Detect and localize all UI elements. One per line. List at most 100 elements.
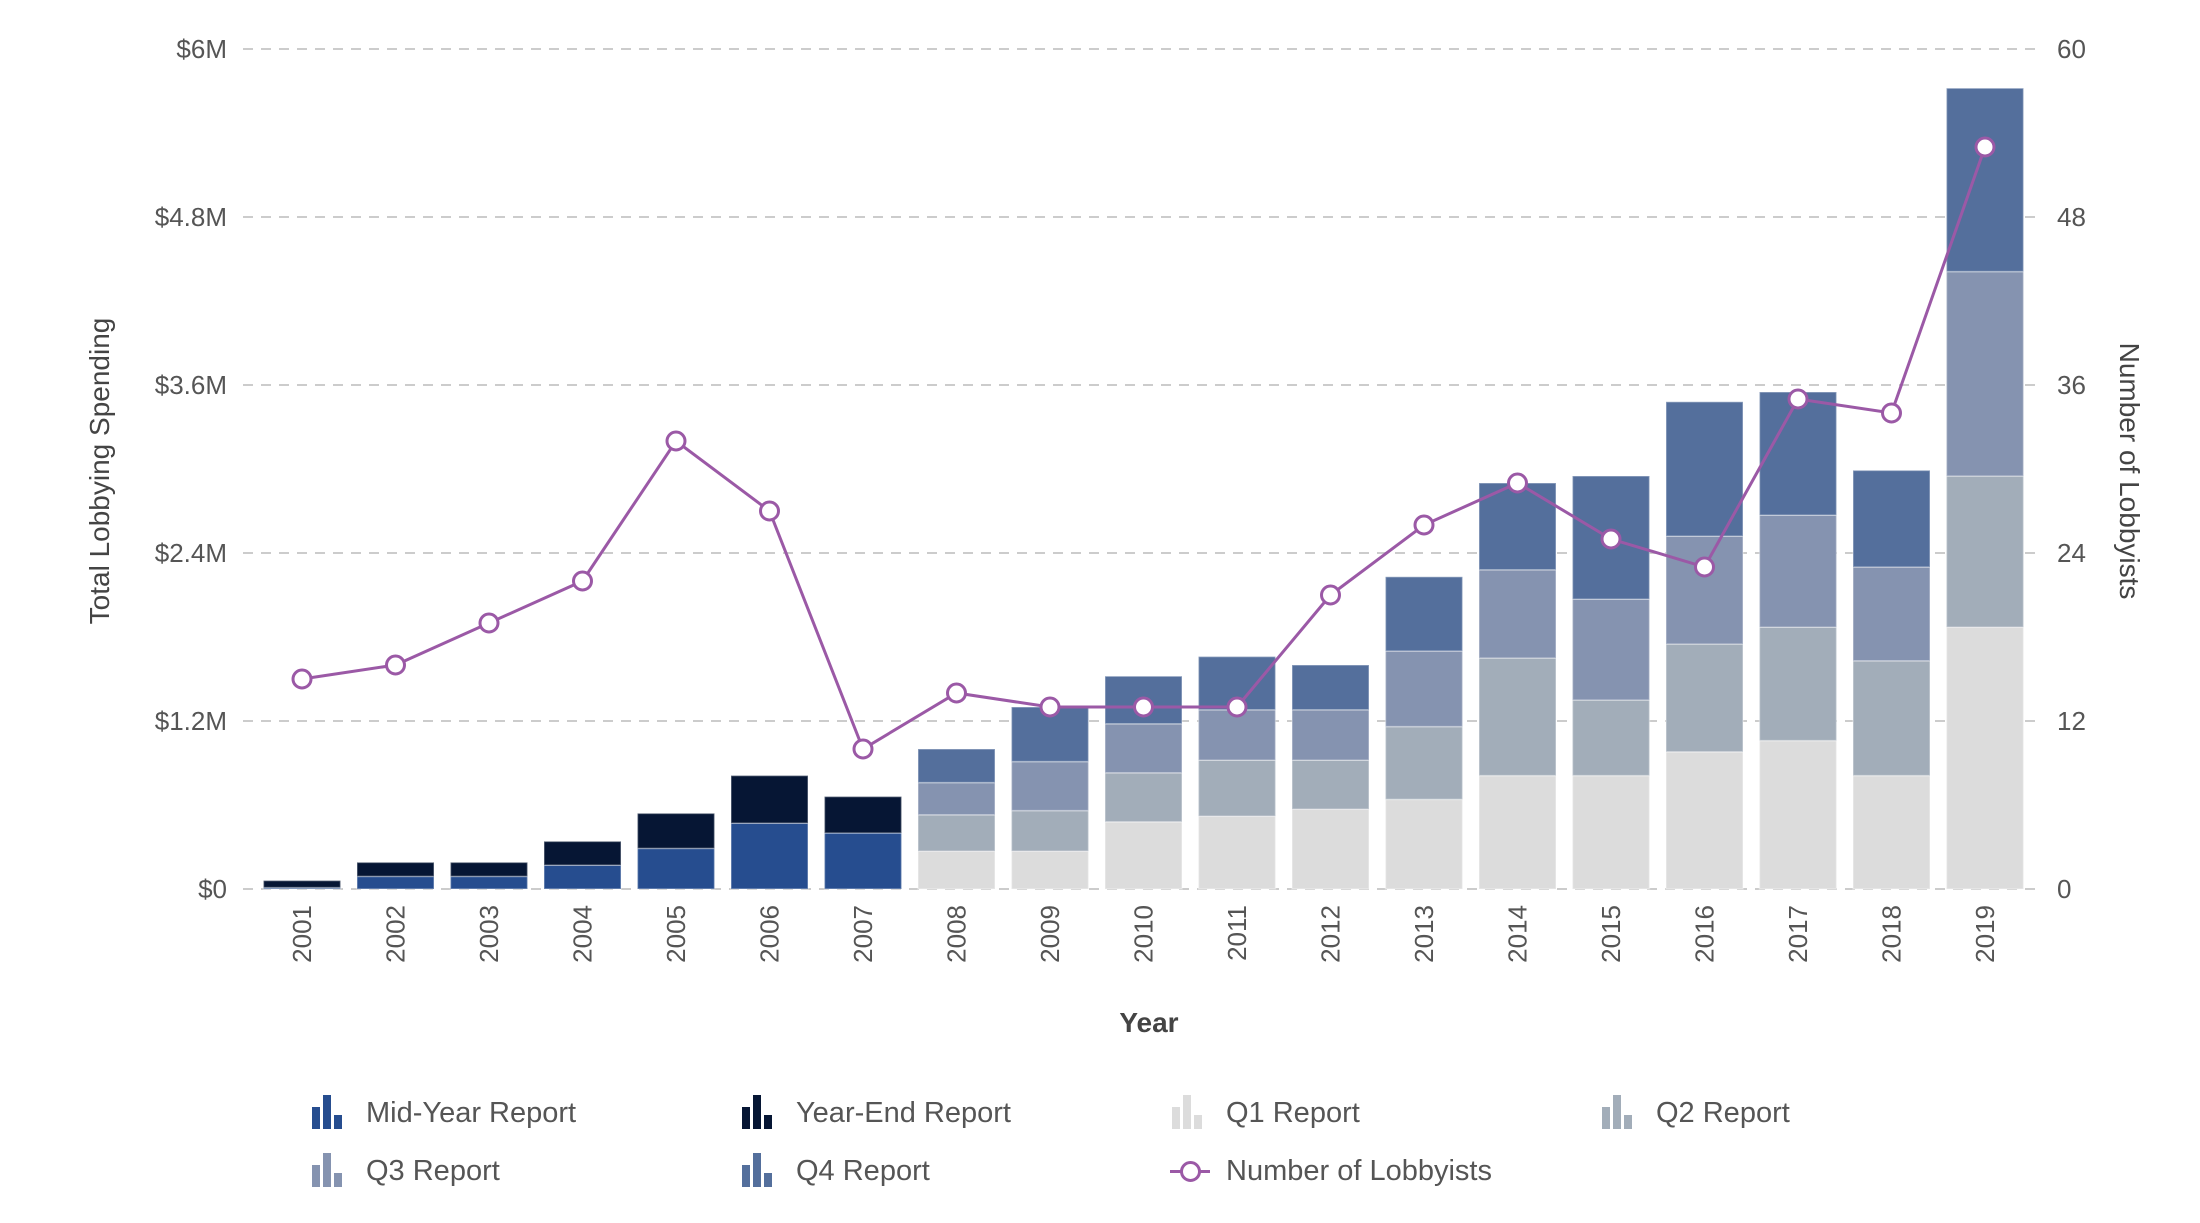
bar-segment-year-end-report bbox=[449, 861, 529, 878]
bar-segment-q4-report bbox=[1852, 469, 1931, 568]
bar-segment-q4-report bbox=[917, 748, 996, 784]
x-tick-label: 2002 bbox=[381, 905, 411, 963]
lobbyist-point bbox=[572, 570, 593, 592]
x-tick-label: 2008 bbox=[942, 905, 972, 963]
legend-item-q4-report[interactable]: Q4 Report bbox=[740, 1151, 930, 1191]
x-tick-label: 2016 bbox=[1690, 905, 1720, 963]
bar-segment-q3-report bbox=[1104, 723, 1183, 774]
bars bbox=[262, 87, 2025, 890]
bar-segment-q3-report bbox=[917, 781, 996, 816]
bar-segment-year-end-report bbox=[543, 840, 622, 866]
x-tick-label: 2014 bbox=[1503, 905, 1533, 963]
legend-label: Year-End Report bbox=[796, 1096, 1011, 1129]
bar-segment-q2-report bbox=[1571, 699, 1651, 777]
lobbyist-point bbox=[291, 668, 313, 690]
lobbyist-point bbox=[1226, 696, 1248, 718]
right-tick-label: 24 bbox=[2057, 538, 2086, 568]
bar-segment-q1-report bbox=[1010, 850, 1090, 890]
lobbyist-point bbox=[1039, 696, 1061, 718]
bar-segment-q1-report bbox=[1384, 798, 1464, 890]
x-tick-label: 2018 bbox=[1877, 905, 1907, 963]
lobbyist-point bbox=[946, 682, 967, 704]
bar-segment-q2-report bbox=[917, 814, 996, 852]
x-tick-label: 2010 bbox=[1129, 905, 1159, 963]
legend-item-mid-year-report[interactable]: Mid-Year Report bbox=[310, 1093, 576, 1133]
x-tick-label: 2017 bbox=[1783, 905, 1813, 963]
bar-segment-q3-report bbox=[1478, 569, 1557, 659]
bar-segment-q2-report bbox=[1010, 809, 1090, 852]
legend-item-year-end-report[interactable]: Year-End Report bbox=[740, 1093, 1011, 1133]
bar-segment-q1-report bbox=[917, 850, 996, 890]
x-tick-label: 2005 bbox=[661, 905, 691, 963]
right-axis: 0 12 24 36 48 60 bbox=[2057, 34, 2086, 904]
bar-chart-icon bbox=[740, 1095, 780, 1131]
bar-segment-q4-report bbox=[1384, 576, 1464, 652]
x-tick-label: 2004 bbox=[568, 905, 598, 963]
right-tick-label: 12 bbox=[2057, 706, 2086, 736]
bar-segment-q1-report bbox=[1291, 808, 1370, 890]
bar-segment-q3-report bbox=[1665, 535, 1744, 645]
bar-segment-year-end-report bbox=[823, 795, 903, 834]
lobbyist-point bbox=[1600, 528, 1622, 550]
bar-segment-q1-report bbox=[1478, 774, 1557, 890]
lobbyist-point bbox=[1320, 584, 1341, 606]
legend-item-q2-report[interactable]: Q2 Report bbox=[1600, 1093, 1790, 1133]
bar-segment-year-end-report bbox=[262, 879, 342, 889]
bar-segment-q2-report bbox=[1291, 759, 1370, 810]
lobbyist-point bbox=[852, 738, 874, 760]
bar-segment-q1-report bbox=[1197, 815, 1277, 890]
lobbyist-point bbox=[1787, 388, 1809, 410]
left-tick-label: $0 bbox=[198, 874, 227, 904]
legend-item-q3-report[interactable]: Q3 Report bbox=[310, 1151, 500, 1191]
bar-segment-q2-report bbox=[1478, 657, 1557, 777]
bar-chart-icon bbox=[740, 1153, 780, 1189]
lobbyist-point bbox=[1881, 402, 1902, 424]
lobbyist-point bbox=[385, 654, 406, 676]
x-tick-label: 2019 bbox=[1970, 905, 2000, 963]
legend-label: Mid-Year Report bbox=[366, 1096, 577, 1129]
bar-segment-mid-year-report bbox=[449, 875, 529, 890]
bar-segment-q1-report bbox=[1945, 626, 2025, 890]
bar-segment-q2-report bbox=[1852, 660, 1931, 777]
right-tick-label: 48 bbox=[2057, 202, 2086, 232]
lobbyist-line bbox=[291, 136, 1996, 760]
right-tick-label: 60 bbox=[2057, 34, 2086, 64]
bar-segment-q3-report bbox=[1852, 566, 1931, 662]
lobbyist-point bbox=[1133, 696, 1154, 718]
left-axis-title: Total Lobbying Spending bbox=[84, 318, 115, 625]
bar-segment-q1-report bbox=[1852, 774, 1931, 890]
x-axis-title: Year bbox=[1119, 1007, 1178, 1038]
bar-segment-mid-year-report bbox=[356, 875, 435, 890]
bar-segment-q2-report bbox=[1665, 643, 1744, 753]
legend-label: Q4 Report bbox=[796, 1154, 930, 1187]
lobbyist-point bbox=[665, 430, 687, 452]
lobbyist-point bbox=[759, 500, 780, 522]
bar-segment-q3-report bbox=[1384, 650, 1464, 728]
legend-label: Q3 Report bbox=[366, 1154, 500, 1187]
right-axis-title: Number of Lobbyists bbox=[2114, 343, 2145, 600]
bar-segment-q3-report bbox=[1010, 760, 1090, 812]
legend-item-number-of-lobbyists[interactable]: Number of Lobbyists bbox=[1170, 1151, 1492, 1191]
legend-item-q1-report[interactable]: Q1 Report bbox=[1170, 1093, 1360, 1133]
left-tick-label: $4.8M bbox=[155, 202, 227, 232]
left-tick-label: $2.4M bbox=[155, 538, 227, 568]
x-tick-label: 2012 bbox=[1316, 905, 1346, 963]
bar-chart-icon bbox=[1170, 1095, 1210, 1131]
bar-segment-mid-year-report bbox=[636, 847, 716, 890]
bar-segment-mid-year-report bbox=[543, 864, 622, 890]
bar-chart-icon bbox=[310, 1095, 350, 1131]
left-tick-label: $6M bbox=[176, 34, 227, 64]
legend-label: Q2 Report bbox=[1656, 1096, 1790, 1129]
lobbyist-point bbox=[478, 612, 500, 634]
bar-segment-q4-report bbox=[1758, 391, 1838, 516]
bar-segment-q4-report bbox=[1291, 664, 1370, 711]
x-tick-label: 2001 bbox=[287, 905, 317, 963]
lobbyist-point bbox=[1507, 472, 1528, 494]
bar-segment-q2-report bbox=[1945, 475, 2025, 628]
bar-segment-q3-report bbox=[1945, 270, 2025, 477]
bar-segment-q2-report bbox=[1197, 759, 1277, 817]
left-tick-label: $1.2M bbox=[155, 706, 227, 736]
x-tick-label: 2003 bbox=[474, 905, 504, 963]
x-tick-label: 2015 bbox=[1596, 905, 1626, 963]
